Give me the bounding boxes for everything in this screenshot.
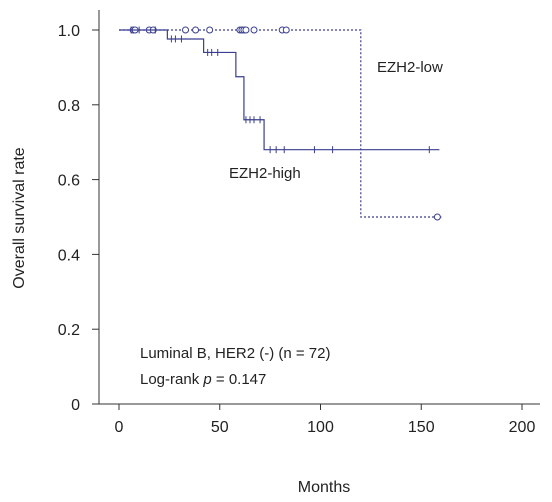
censor-marker — [192, 26, 200, 34]
y-axis-title: Overall survival rate — [11, 147, 28, 288]
x-tick-label: 0 — [115, 419, 124, 436]
cohort-annotation: Luminal B, HER2 (-) (n = 72) — [140, 345, 330, 362]
censor-marker — [242, 26, 250, 34]
series-ezh2-low — [119, 26, 442, 221]
y-tick-label: 0.4 — [58, 247, 80, 264]
x-tick-label: 200 — [509, 419, 536, 436]
series-label-ezh2-low: EZH2-low — [377, 59, 443, 76]
censor-marker — [433, 213, 441, 221]
y-tick-label: 0.2 — [58, 322, 80, 339]
y-tick-label: 1.0 — [58, 23, 80, 40]
y-tick-label: 0 — [71, 397, 80, 414]
series-ezh2-high — [119, 26, 440, 154]
censor-marker — [181, 26, 189, 34]
axes — [98, 10, 540, 405]
ticks: 0 50 100 150 200 0 0.2 0.4 0.6 0.8 1.0 — [58, 23, 536, 436]
censor-marker — [250, 26, 258, 34]
x-tick-label: 100 — [307, 419, 334, 436]
logrank-value: = 0.147 — [212, 371, 267, 388]
logrank-annotation: Log-rank p = 0.147 — [140, 371, 266, 388]
censor-marker — [282, 26, 290, 34]
survival-curve-ezh2-high — [119, 29, 440, 151]
logrank-p-symbol: p — [202, 371, 211, 388]
y-tick-label: 0.8 — [58, 98, 80, 115]
series-label-ezh2-high: EZH2-high — [229, 165, 301, 182]
y-tick-label: 0.6 — [58, 173, 80, 190]
series-layer — [119, 26, 442, 221]
x-tick-label: 150 — [408, 419, 435, 436]
logrank-prefix: Log-rank — [140, 371, 203, 388]
censor-marker — [206, 26, 214, 34]
x-tick-label: 50 — [211, 419, 229, 436]
x-axis-title: Months — [298, 479, 350, 496]
